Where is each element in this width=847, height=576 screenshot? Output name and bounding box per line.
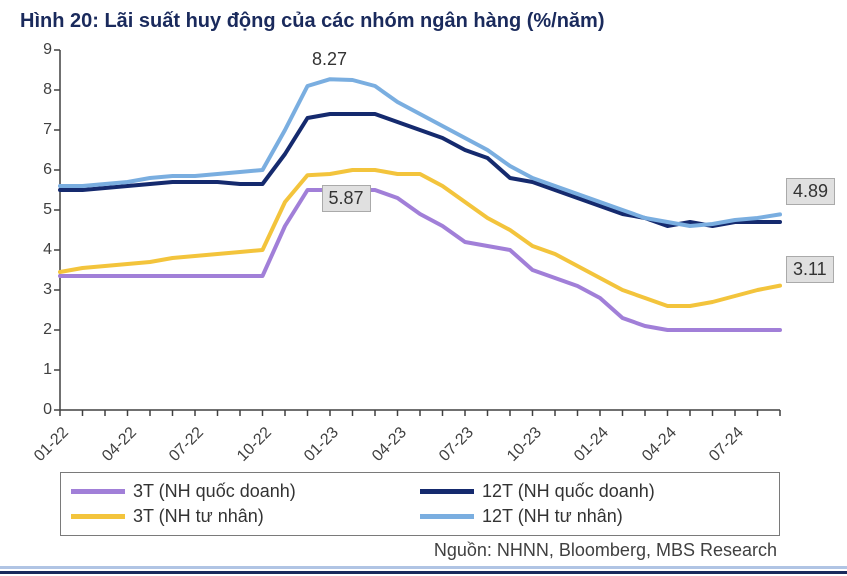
x-tick-label: 04-23	[369, 424, 411, 466]
y-tick-label: 4	[43, 241, 60, 259]
y-tick-label: 9	[43, 41, 60, 59]
x-tick-label: 04-22	[99, 424, 141, 466]
chart-source: Nguồn: NHNN, Bloomberg, MBS Research	[0, 540, 847, 561]
legend-item: 12T (NH quốc doanh)	[420, 479, 769, 504]
x-tick-label: 01-24	[571, 424, 613, 466]
legend-label: 12T (NH quốc doanh)	[482, 481, 655, 502]
x-tick-label: 01-23	[301, 424, 343, 466]
chart-annotation: 5.87	[322, 185, 371, 212]
legend-item: 3T (NH tư nhân)	[71, 504, 420, 529]
x-tick-label: 07-22	[166, 424, 208, 466]
y-tick-label: 1	[43, 361, 60, 379]
x-tick-label: 10-23	[504, 424, 546, 466]
chart-svg	[60, 50, 780, 410]
legend-label: 12T (NH tư nhân)	[482, 506, 623, 527]
chart-annotation: 8.27	[306, 47, 353, 72]
y-tick-label: 2	[43, 321, 60, 339]
legend-swatch	[71, 489, 125, 494]
y-tick-label: 7	[43, 121, 60, 139]
legend-item: 3T (NH quốc doanh)	[71, 479, 420, 504]
chart-plot-area: 012345678901-2204-2207-2210-2201-2304-23…	[60, 50, 780, 410]
chart-annotation: 3.11	[786, 256, 834, 283]
divider-dark	[0, 571, 847, 574]
x-tick-label: 01-22	[31, 424, 73, 466]
x-tick-label: 07-23	[436, 424, 478, 466]
y-tick-label: 6	[43, 161, 60, 179]
legend-label: 3T (NH quốc doanh)	[133, 481, 296, 502]
chart-title: Hình 20: Lãi suất huy động của các nhóm …	[20, 10, 605, 33]
legend-item: 12T (NH tư nhân)	[420, 504, 769, 529]
x-tick-label: 10-22	[234, 424, 276, 466]
x-tick-label: 04-24	[639, 424, 681, 466]
chart-annotation: 4.89	[786, 178, 835, 205]
y-tick-label: 5	[43, 201, 60, 219]
legend-swatch	[71, 514, 125, 519]
divider-light	[0, 566, 847, 569]
y-tick-label: 3	[43, 281, 60, 299]
figure-container: Hình 20: Lãi suất huy động của các nhóm …	[0, 0, 847, 576]
legend-swatch	[420, 514, 474, 519]
legend-swatch	[420, 489, 474, 494]
y-tick-label: 0	[43, 401, 60, 419]
legend-label: 3T (NH tư nhân)	[133, 506, 264, 527]
chart-legend: 3T (NH quốc doanh) 12T (NH quốc doanh) 3T …	[60, 472, 780, 536]
y-tick-label: 8	[43, 81, 60, 99]
x-tick-label: 07-24	[706, 424, 748, 466]
